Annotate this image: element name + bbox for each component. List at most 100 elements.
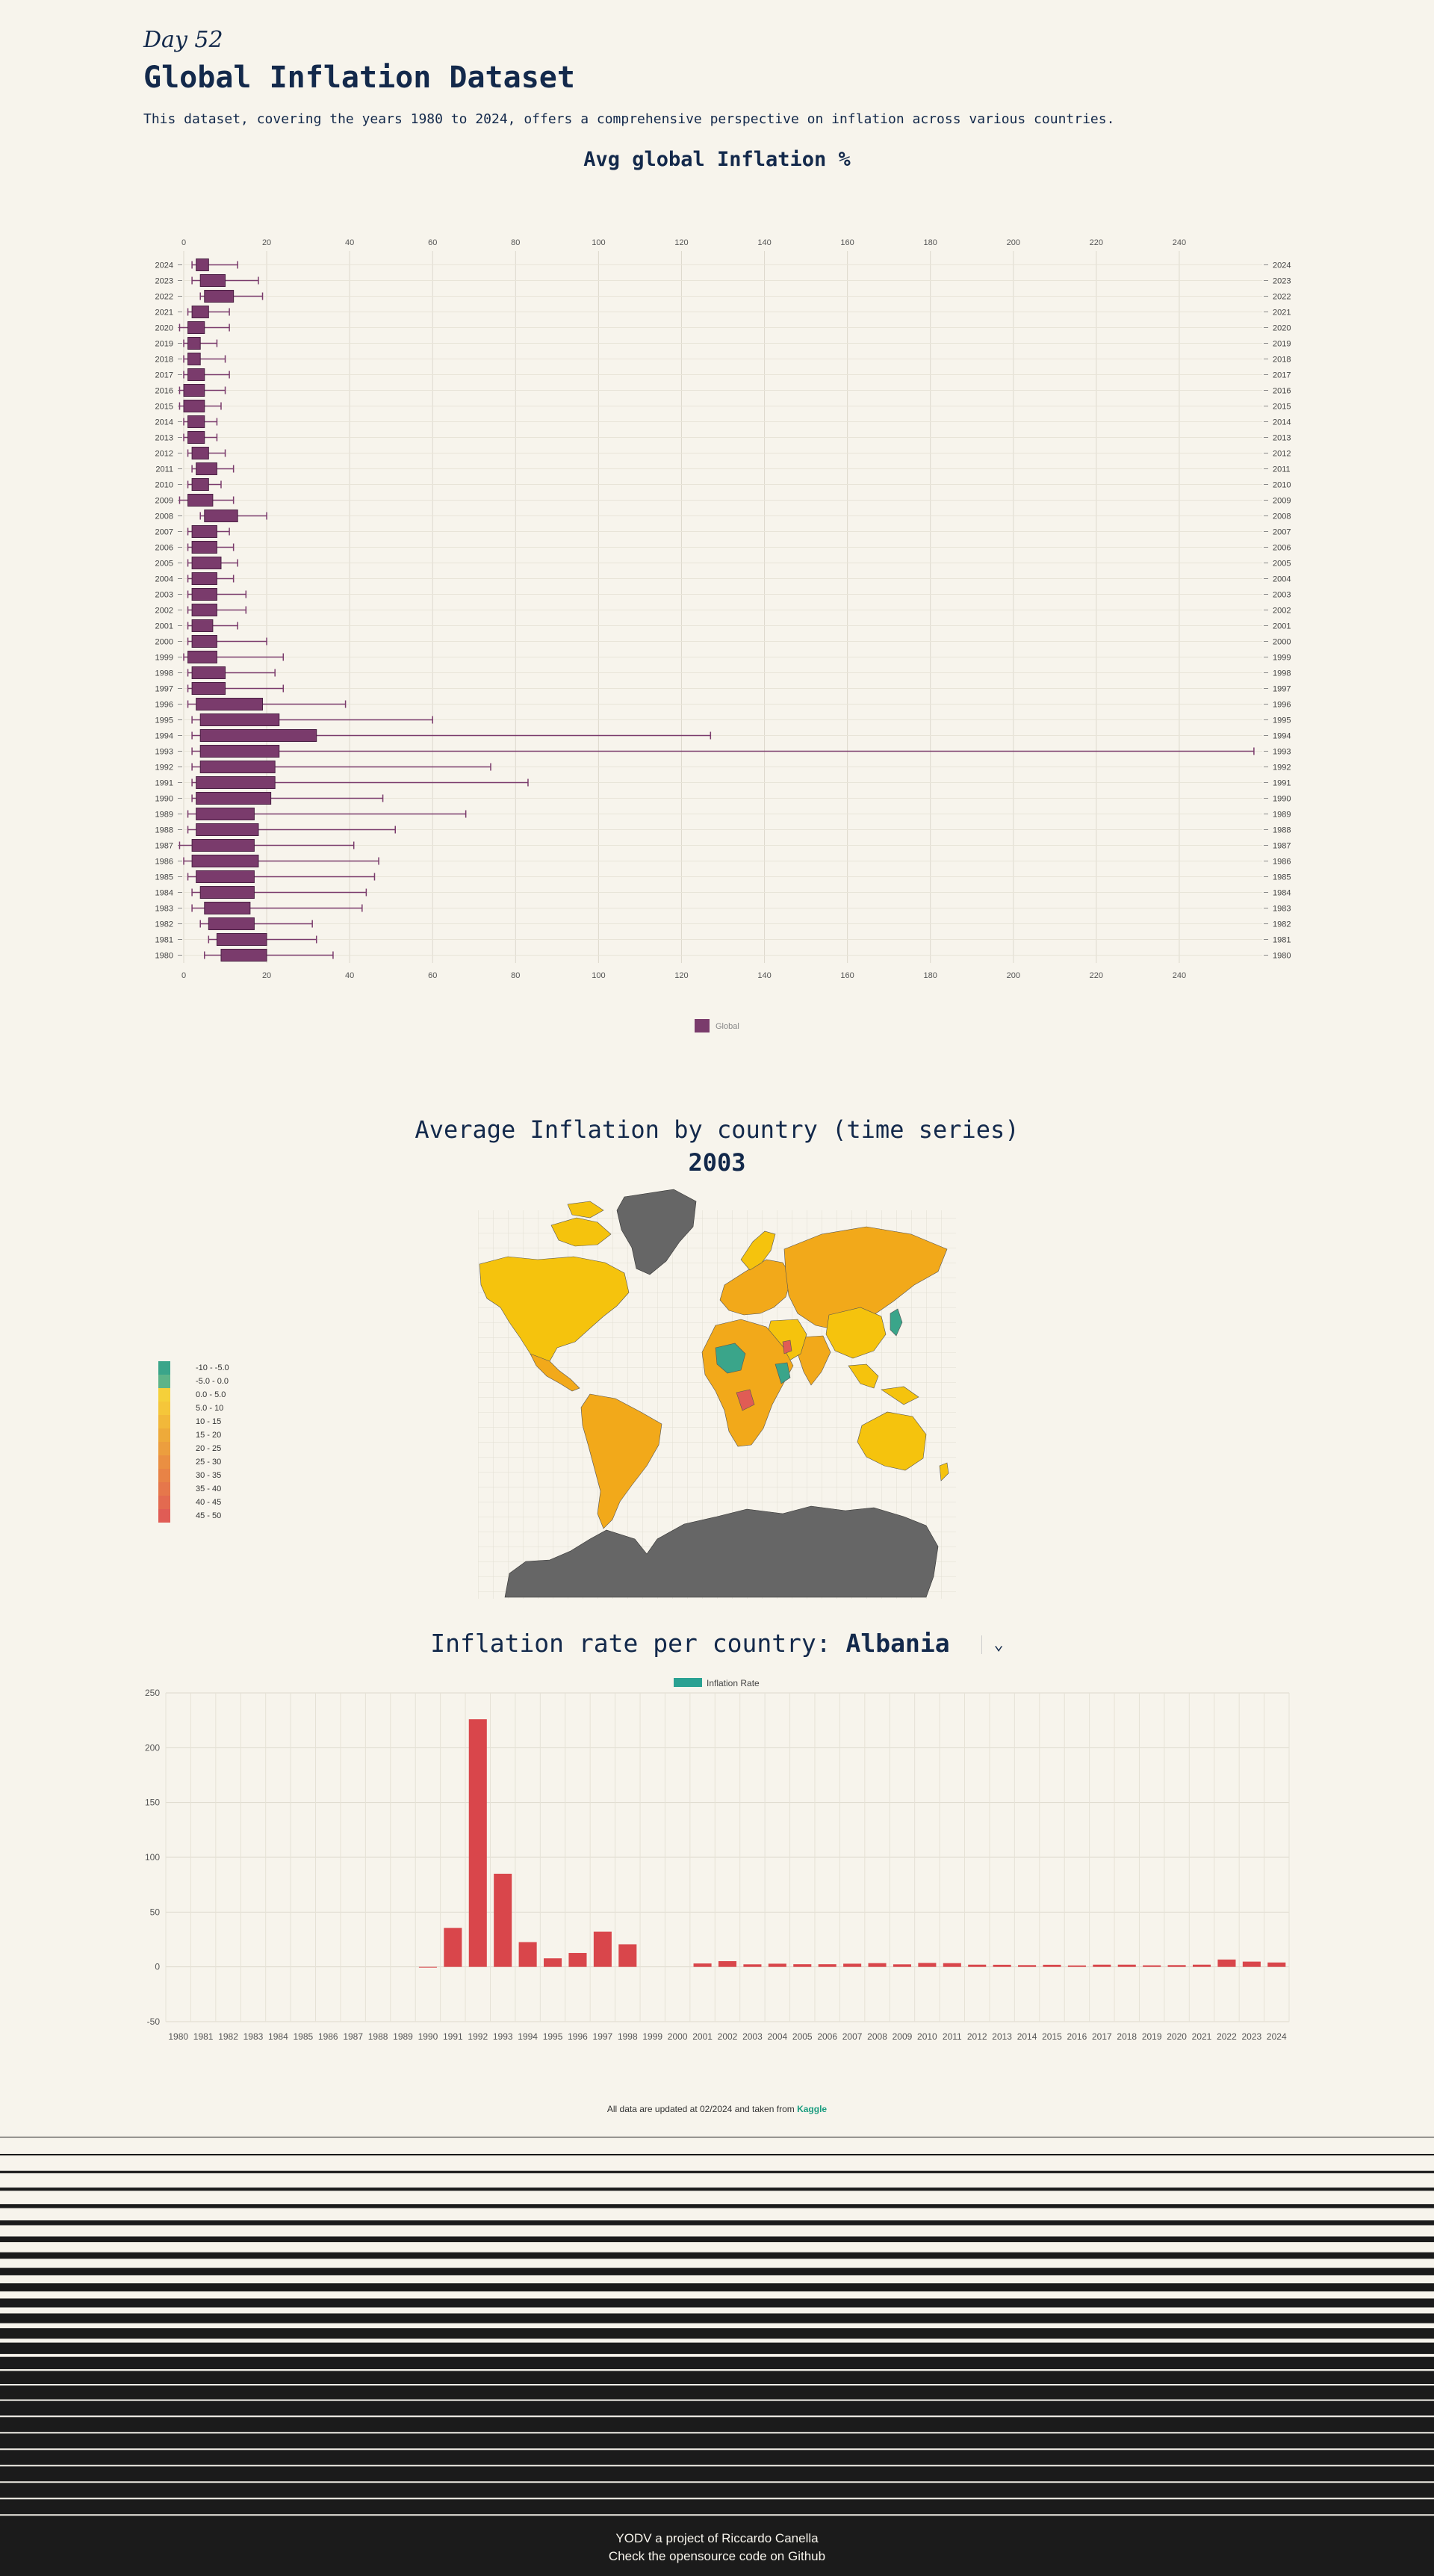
x-tick-label: 2024	[1267, 2031, 1287, 2042]
scandinavia[interactable]	[740, 1230, 776, 1271]
bar-2014	[1018, 1965, 1037, 1967]
y-tick-label-right: 1997	[1273, 685, 1291, 694]
x-tick-label-bottom: 240	[1173, 971, 1186, 980]
x-tick-label: 2010	[917, 2031, 937, 2042]
new-zealand[interactable]	[939, 1462, 949, 1481]
map-legend-swatch	[158, 1415, 170, 1428]
y-tick-label-left: 2015	[155, 403, 173, 412]
china-east-asia[interactable]	[825, 1307, 887, 1359]
y-tick-label-right: 1981	[1273, 936, 1291, 945]
x-tick-label-top: 160	[840, 238, 854, 247]
bar-2011	[943, 1963, 961, 1967]
box-2010	[191, 478, 209, 491]
y-tick-label-right: 2005	[1273, 560, 1291, 569]
stripe	[0, 2385, 1434, 2400]
box-1995	[199, 713, 280, 726]
box-2007	[191, 525, 217, 538]
stripe	[0, 2466, 1434, 2482]
box-1987	[191, 839, 255, 852]
box-2006	[191, 541, 217, 554]
x-tick-label-top: 240	[1173, 238, 1186, 247]
map-legend-item: 25 - 30	[158, 1455, 229, 1469]
antarctica[interactable]	[504, 1505, 939, 1598]
box-1983	[204, 902, 251, 914]
x-tick-label: 2015	[1042, 2031, 1062, 2042]
world-inflation-map[interactable]	[478, 1188, 956, 1599]
y-tick-label-right: 2011	[1273, 465, 1291, 474]
map-legend-swatch	[158, 1442, 170, 1455]
y-tick-label-left: 2000	[155, 638, 173, 647]
x-tick-label: 2003	[742, 2031, 763, 2042]
stripe	[0, 2328, 1434, 2339]
x-tick-label-top: 200	[1007, 238, 1020, 247]
map-legend-label: 35 - 40	[196, 1484, 222, 1493]
x-tick-label-bottom: 140	[757, 971, 771, 980]
x-tick-label-top: 20	[262, 238, 271, 247]
africa-red-region[interactable]	[736, 1340, 792, 1411]
y-tick-label-right: 2022	[1273, 293, 1291, 302]
x-tick-label: 2013	[992, 2031, 1012, 2042]
y-tick-label-left: 2016	[155, 387, 173, 396]
y-tick-label-left: 2011	[155, 465, 173, 474]
box-1994	[199, 729, 317, 742]
y-tick-label-left: 2021	[155, 309, 173, 318]
github-link[interactable]: Check the opensource code on Github	[608, 2549, 826, 2563]
canada-islands[interactable]	[550, 1201, 612, 1247]
x-tick-label: 1998	[618, 2031, 638, 2042]
bar-2012	[968, 1964, 987, 1967]
southeast-asia[interactable]	[848, 1363, 919, 1405]
greenland[interactable]	[616, 1189, 697, 1275]
map-legend-swatch	[158, 1375, 170, 1388]
map-legend-swatch	[158, 1469, 170, 1482]
box-1992	[199, 761, 276, 773]
x-tick-label: 1989	[393, 2031, 413, 2042]
australia[interactable]	[857, 1411, 927, 1471]
box-2009	[187, 494, 214, 507]
x-tick-label: 1994	[518, 2031, 538, 2042]
africa-green-region[interactable]	[715, 1343, 791, 1384]
south-asia[interactable]	[797, 1335, 831, 1386]
bar-2020	[1167, 1965, 1186, 1967]
mexico-central-america[interactable]	[530, 1353, 580, 1392]
bar-1992	[468, 1719, 487, 1967]
country-chart-title: Inflation rate per country: Albania ⌄	[0, 1629, 1434, 1658]
russia-asia[interactable]	[783, 1226, 948, 1331]
country-inflation-bar-chart: -50 0 50 100 150 200 250 1980 1981 1982 1983 1984 19…	[145, 1678, 1290, 2042]
bar-2005	[793, 1964, 812, 1967]
y-tick-label-left: 2017	[155, 371, 173, 380]
y-tick-label-right: 2006	[1273, 544, 1291, 553]
x-tick-label: 2005	[792, 2031, 813, 2042]
box-1990	[196, 792, 272, 805]
box-2022	[204, 290, 235, 303]
box-1996	[196, 698, 264, 710]
japan[interactable]	[890, 1308, 903, 1337]
x-tick-label-bottom: 100	[592, 971, 605, 980]
country-select[interactable]: Albania	[845, 1629, 950, 1658]
y-tick-label-left: 2007	[155, 528, 173, 537]
y-tick-label: 200	[145, 1742, 160, 1753]
y-tick-label-left: 2008	[155, 513, 173, 521]
kaggle-link[interactable]: Kaggle	[797, 2104, 828, 2114]
map-legend-item: 45 - 50	[158, 1509, 229, 1523]
bar-2002	[718, 1961, 737, 1967]
chevron-down-icon[interactable]: ⌄	[981, 1635, 1004, 1654]
north-america[interactable]	[479, 1256, 630, 1368]
y-tick-label-right: 2023	[1273, 277, 1291, 286]
x-tick-label-top: 120	[674, 238, 688, 247]
y-tick-label-left: 1984	[155, 889, 173, 898]
south-america[interactable]	[580, 1393, 662, 1529]
y-tick-label-right: 1986	[1273, 858, 1291, 867]
box-2011	[196, 462, 217, 475]
y-tick-label-right: 1995	[1273, 716, 1291, 725]
box-1985	[196, 870, 255, 883]
y-tick-label-left: 1992	[155, 764, 173, 773]
y-tick-label-right: 2018	[1273, 356, 1291, 365]
stripe	[0, 2515, 1434, 2518]
box-1997	[191, 682, 226, 695]
y-tick-label-left: 2006	[155, 544, 173, 553]
stripe	[0, 2356, 1434, 2370]
x-tick-label: 2007	[842, 2031, 863, 2042]
y-tick-label-right: 2009	[1273, 497, 1291, 506]
bar-2023	[1242, 1961, 1261, 1967]
y-tick-label-left: 2005	[155, 560, 173, 569]
